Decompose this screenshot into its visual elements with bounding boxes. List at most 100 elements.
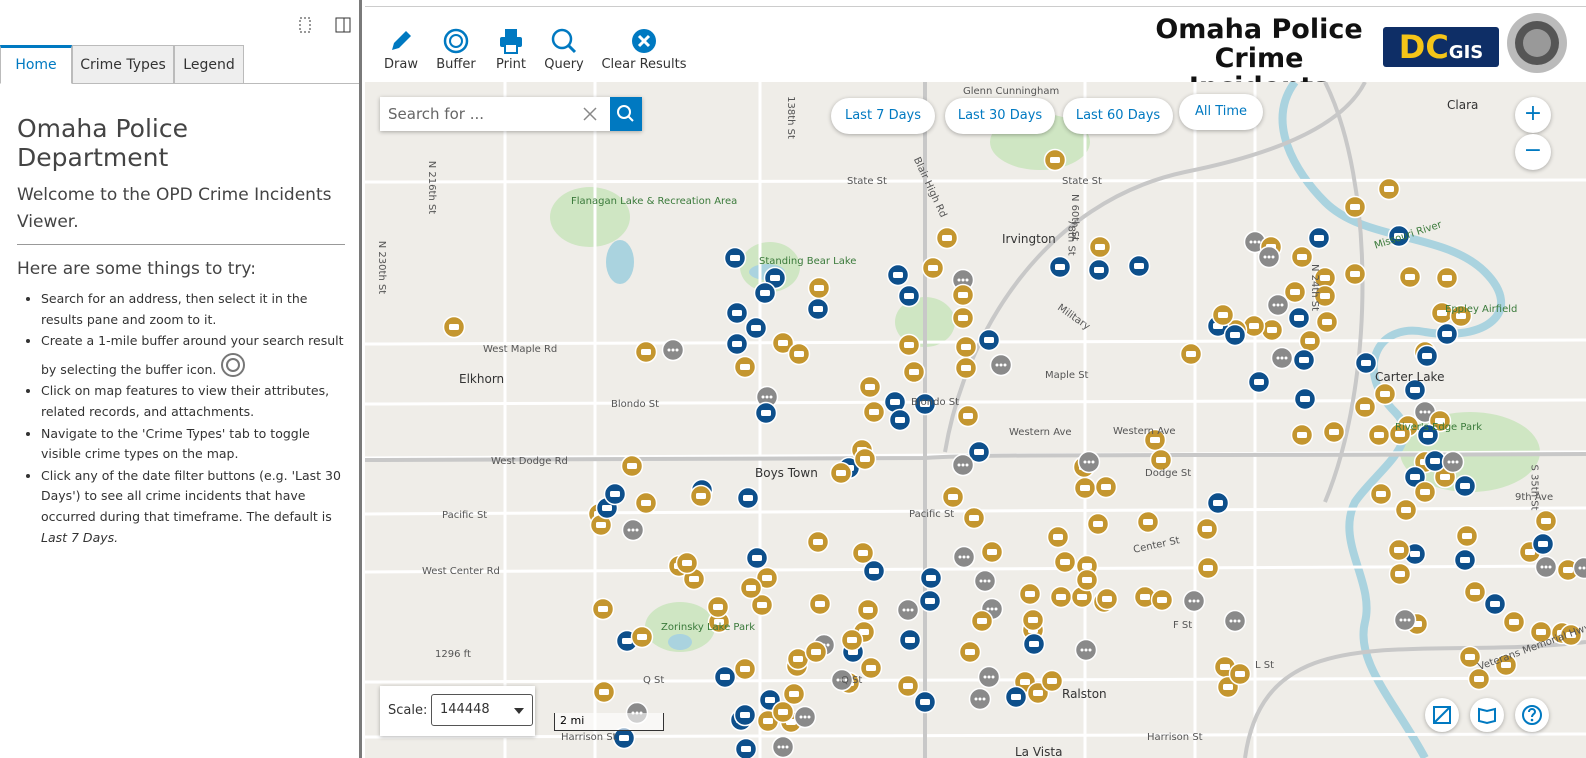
incident-marker[interactable] [1353, 395, 1377, 419]
incident-marker[interactable] [1127, 254, 1151, 278]
incident-marker[interactable] [1182, 589, 1206, 613]
incident-marker[interactable] [862, 559, 886, 583]
incident-marker[interactable] [1021, 608, 1045, 632]
incident-marker[interactable] [744, 316, 768, 340]
incident-marker[interactable] [1150, 588, 1174, 612]
incident-marker[interactable] [1048, 255, 1072, 279]
incident-marker[interactable] [661, 338, 685, 362]
incident-marker[interactable] [1415, 344, 1439, 368]
incident-marker[interactable] [1046, 525, 1070, 549]
incident-marker[interactable] [753, 281, 777, 305]
incident-marker[interactable] [736, 486, 760, 510]
widget-button[interactable] [1425, 698, 1459, 732]
incident-marker[interactable] [1086, 512, 1110, 536]
incident-marker[interactable] [919, 566, 943, 590]
incident-marker[interactable] [689, 484, 713, 508]
zoom-in[interactable]: + [1515, 97, 1551, 133]
incident-marker[interactable] [913, 392, 937, 416]
incident-marker[interactable] [806, 297, 830, 321]
incident-marker[interactable] [1287, 306, 1311, 330]
incident-marker[interactable] [951, 306, 975, 330]
incident-marker[interactable] [1423, 449, 1447, 473]
incident-marker[interactable] [977, 328, 1001, 352]
incident-marker[interactable] [858, 375, 882, 399]
incident-marker[interactable] [1463, 580, 1487, 604]
incident-marker[interactable] [954, 356, 978, 380]
incident-marker[interactable] [1313, 266, 1337, 290]
incident-marker[interactable] [634, 491, 658, 515]
incident-marker[interactable] [977, 665, 1001, 689]
incident-marker[interactable] [750, 593, 774, 617]
incident-marker[interactable] [859, 656, 883, 680]
incident-marker[interactable] [1290, 423, 1314, 447]
incident-marker[interactable] [1354, 351, 1378, 375]
incident-marker[interactable] [1266, 293, 1290, 317]
incident-marker[interactable] [962, 506, 986, 530]
incident-marker[interactable] [1435, 266, 1459, 290]
incident-marker[interactable] [1088, 235, 1112, 259]
incident-marker[interactable] [804, 640, 828, 664]
incident-marker[interactable] [902, 360, 926, 384]
incident-marker[interactable] [1043, 148, 1067, 172]
incident-marker[interactable] [771, 331, 795, 355]
incident-marker[interactable] [1435, 322, 1459, 346]
incident-marker[interactable] [806, 530, 830, 554]
incident-marker[interactable] [951, 453, 975, 477]
incident-marker[interactable] [745, 546, 769, 570]
incident-marker[interactable] [1388, 562, 1412, 586]
incident-marker[interactable] [1283, 280, 1307, 304]
incident-marker[interactable] [913, 690, 937, 714]
incident-marker[interactable] [1206, 491, 1230, 515]
incident-marker[interactable] [1322, 420, 1346, 444]
tool-button[interactable]: Clear Results [601, 27, 687, 72]
incident-marker[interactable] [793, 705, 817, 729]
incident-marker[interactable] [1270, 346, 1294, 370]
incident-marker[interactable] [1228, 662, 1252, 686]
incident-marker[interactable] [1403, 378, 1427, 402]
incident-marker[interactable] [592, 680, 616, 704]
widget-button[interactable] [1470, 698, 1504, 732]
incident-marker[interactable] [733, 657, 757, 681]
incident-marker[interactable] [956, 404, 980, 428]
incident-marker[interactable] [603, 482, 627, 506]
incident-marker[interactable] [1290, 245, 1314, 269]
incident-marker[interactable] [941, 485, 965, 509]
incident-marker[interactable] [1559, 623, 1583, 647]
incident-marker[interactable] [1387, 538, 1411, 562]
incident-marker[interactable] [1373, 382, 1397, 406]
widget-button[interactable] [1515, 698, 1549, 732]
incident-marker[interactable] [896, 674, 920, 698]
incident-marker[interactable] [1393, 608, 1417, 632]
search-box[interactable]: Search for ... [380, 97, 642, 131]
incident-marker[interactable] [989, 353, 1013, 377]
incident-marker[interactable] [725, 301, 749, 325]
incident-marker[interactable] [896, 598, 920, 622]
incident-marker[interactable] [1292, 348, 1316, 372]
date-filter[interactable]: Last 60 Days [1063, 98, 1173, 134]
incident-marker[interactable] [1095, 587, 1119, 611]
incident-marker[interactable] [1531, 532, 1555, 556]
incident-marker[interactable] [1453, 474, 1477, 498]
scale-select[interactable]: 144448 [431, 694, 533, 726]
incident-marker[interactable] [952, 545, 976, 569]
search-button[interactable] [610, 97, 642, 131]
incident-marker[interactable] [1136, 510, 1160, 534]
incident-marker[interactable] [1398, 265, 1422, 289]
tool-button[interactable]: Query [541, 27, 587, 72]
incident-marker[interactable] [807, 276, 831, 300]
incident-marker[interactable] [1004, 685, 1028, 709]
incident-marker[interactable] [888, 408, 912, 432]
date-filter[interactable]: Last 7 Days [831, 98, 935, 134]
incident-marker[interactable] [829, 461, 853, 485]
incident-marker[interactable] [897, 333, 921, 357]
incident-marker[interactable] [1388, 422, 1412, 446]
incident-marker[interactable] [1211, 303, 1235, 327]
incident-marker[interactable] [1467, 667, 1491, 691]
zoom-out[interactable]: − [1515, 134, 1551, 170]
incident-marker[interactable] [1087, 258, 1111, 282]
incident-marker[interactable] [856, 598, 880, 622]
incident-marker[interactable] [723, 246, 747, 270]
incident-marker[interactable] [853, 447, 877, 471]
panel-icons[interactable] [296, 16, 356, 36]
incident-marker[interactable] [787, 342, 811, 366]
